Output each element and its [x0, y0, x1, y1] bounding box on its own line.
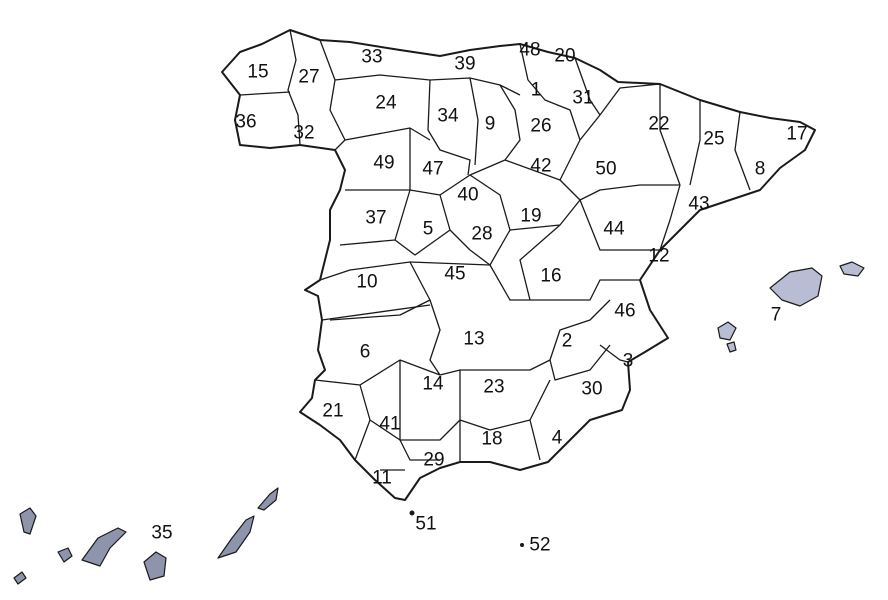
province-label: 14	[422, 374, 444, 395]
province-label: 8	[755, 159, 766, 180]
canary-el-hierro	[13, 571, 27, 585]
province-label: 44	[603, 219, 625, 240]
province-label: 36	[235, 112, 256, 133]
province-label: 2	[562, 331, 573, 352]
province-label: 11	[372, 468, 392, 489]
province-label: 12	[648, 246, 669, 267]
province-label: 3	[623, 351, 634, 372]
province-label: 48	[519, 40, 540, 61]
province-label: 32	[293, 123, 314, 144]
province-label: 17	[786, 124, 807, 145]
province-label: 18	[481, 429, 502, 450]
canary-gran-canaria	[143, 551, 167, 581]
province-label: 30	[581, 379, 602, 400]
province-label: 24	[375, 93, 397, 114]
province-label: 28	[471, 224, 492, 245]
province-label: 45	[444, 264, 465, 285]
province-label: 4	[552, 428, 563, 449]
canary-lanzarote	[257, 487, 279, 511]
balearic-ibiza	[717, 321, 737, 341]
province-label: 6	[360, 342, 371, 363]
melilla-marker	[520, 543, 524, 547]
province-label: 35	[151, 523, 172, 544]
province-label: 26	[530, 116, 551, 137]
province-label: 47	[422, 159, 443, 180]
balearic-mallorca	[769, 267, 823, 307]
province-label: 52	[529, 535, 550, 556]
province-label: 50	[595, 159, 616, 180]
province-label: 1	[531, 80, 542, 101]
province-label: 13	[463, 329, 484, 350]
province-label: 23	[483, 377, 504, 398]
province-label: 10	[356, 272, 377, 293]
province-label: 27	[298, 67, 319, 88]
peninsula-shape	[221, 29, 816, 501]
canary-la-gomera	[57, 547, 73, 563]
province-labels: 15 27 33 39 48 20 1 31 36 32 24 34 9 26 …	[151, 40, 807, 556]
province-label: 43	[688, 194, 709, 215]
province-label: 34	[437, 106, 459, 127]
province-label: 33	[361, 47, 382, 68]
province-label: 19	[520, 206, 541, 227]
province-borders	[239, 29, 751, 471]
canary-fuerteventura	[217, 515, 255, 559]
province-label: 15	[247, 62, 268, 83]
province-label: 7	[771, 305, 782, 326]
canary-tenerife	[81, 527, 127, 567]
province-label: 5	[423, 219, 434, 240]
province-label: 16	[540, 266, 561, 287]
province-label: 40	[457, 185, 478, 206]
province-label: 22	[648, 114, 669, 135]
province-label: 39	[454, 54, 475, 75]
province-label: 46	[614, 301, 635, 322]
province-label: 42	[530, 156, 551, 177]
province-label: 49	[373, 153, 394, 174]
province-label: 20	[554, 46, 575, 67]
province-label: 31	[572, 88, 593, 109]
balearic-menorca	[839, 261, 865, 277]
province-label: 37	[365, 208, 386, 229]
province-label: 29	[423, 450, 444, 471]
province-label: 41	[379, 414, 400, 435]
ceuta-marker	[409, 510, 415, 516]
province-label: 51	[415, 514, 436, 535]
canary-la-palma	[19, 507, 37, 535]
province-label: 9	[485, 114, 496, 135]
province-label: 25	[703, 129, 724, 150]
balearic-formentera	[726, 341, 737, 353]
province-label: 21	[322, 401, 343, 422]
